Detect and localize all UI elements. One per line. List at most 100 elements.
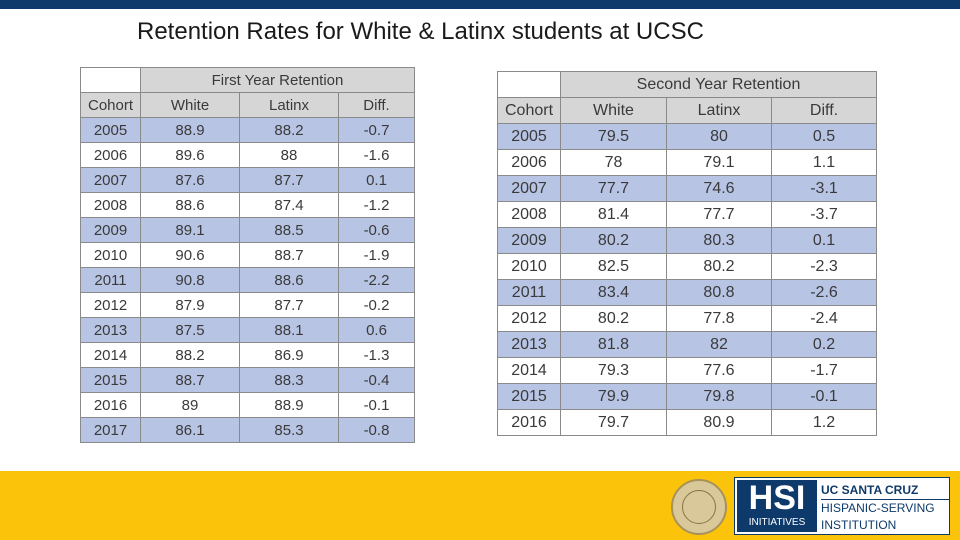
table-cell: 88.7 [140, 367, 240, 393]
top-accent-bar [0, 0, 960, 9]
table-cell: 2014 [80, 342, 141, 368]
table-cell: 88 [239, 142, 339, 168]
table-cell: 2014 [497, 357, 561, 384]
table-cell: 2010 [80, 242, 141, 268]
table-cell: 2006 [80, 142, 141, 168]
table-cell: -2.6 [770, 279, 878, 306]
table-row: 2011 83.4 80.8 -2.6 [497, 279, 878, 306]
table-cell: 88.7 [239, 242, 339, 268]
logo-line-1: UC SANTA CRUZ [821, 482, 949, 500]
table-row: 2015 88.7 88.3 -0.4 [80, 367, 415, 393]
table-row: 2016 89 88.9 -0.1 [80, 392, 415, 418]
table-cell: 2011 [497, 279, 561, 306]
table-row: 2007 77.7 74.6 -3.1 [497, 175, 878, 202]
table-cell: 82 [666, 331, 772, 358]
table-cell: 83.4 [560, 279, 667, 306]
table-cell: -3.1 [770, 175, 878, 202]
table-cell: -0.6 [338, 217, 415, 243]
table-cell: 0.1 [338, 167, 415, 193]
table-cell: 90.6 [140, 242, 240, 268]
table-cell: -1.6 [338, 142, 415, 168]
table-cell: 2012 [80, 292, 141, 318]
table-cell: 80.3 [666, 227, 772, 254]
table-cell: 2007 [80, 167, 141, 193]
table-title-row: First Year Retention [80, 67, 415, 93]
table-cell: 2011 [80, 267, 141, 293]
table-cell: 2013 [497, 331, 561, 358]
column-header: White [140, 92, 240, 118]
table-cell: 2006 [497, 149, 561, 176]
table-cell: 86.1 [140, 417, 240, 443]
table-cell: 82.5 [560, 253, 667, 280]
logo-line-2: HISPANIC-SERVING [821, 501, 935, 515]
table-cell: 86.9 [239, 342, 339, 368]
table-cell: 79.1 [666, 149, 772, 176]
column-header: Latinx [666, 97, 772, 124]
table-cell: 2012 [497, 305, 561, 332]
table-cell: 1.2 [770, 409, 878, 436]
table-cell: 87.7 [239, 167, 339, 193]
table-cell: 77.6 [666, 357, 772, 384]
table-row: 2006 78 79.1 1.1 [497, 149, 878, 176]
table-cell: 80.2 [666, 253, 772, 280]
table-row: 2012 87.9 87.7 -0.2 [80, 292, 415, 318]
table-cell: 2015 [497, 383, 561, 410]
table-title-row: Second Year Retention [497, 71, 878, 98]
table-row: 2006 89.6 88 -1.6 [80, 142, 415, 168]
table-cell: 81.8 [560, 331, 667, 358]
table-row: 2010 82.5 80.2 -2.3 [497, 253, 878, 280]
hsi-logo-text: HSI [748, 479, 806, 517]
table-cell: -0.7 [338, 117, 415, 143]
second-year-retention-table: Second Year Retention Cohort White Latinx Di… [497, 71, 878, 436]
table-cell: 2015 [80, 367, 141, 393]
table-cell: 88.9 [140, 117, 240, 143]
table-cell: 85.3 [239, 417, 339, 443]
page-title: Retention Rates for White & Latinx stude… [137, 18, 704, 45]
table-row: 2009 80.2 80.3 0.1 [497, 227, 878, 254]
column-header: White [560, 97, 667, 124]
logo-line-3: INSTITUTION [821, 518, 897, 532]
table-cell: 0.6 [338, 317, 415, 343]
column-header: Latinx [239, 92, 339, 118]
table-cell: 2008 [497, 201, 561, 228]
table-header-title: Second Year Retention [559, 71, 878, 98]
table-cell: 90.8 [140, 267, 240, 293]
table-cell: 80 [666, 123, 772, 150]
table-row: 2010 90.6 88.7 -1.9 [80, 242, 415, 268]
table-cell: 88.2 [140, 342, 240, 368]
table-cell: 87.6 [140, 167, 240, 193]
table-cell: 0.1 [770, 227, 878, 254]
table-cell: -0.2 [338, 292, 415, 318]
table-cell: 89 [140, 392, 240, 418]
table-cell: 2016 [80, 392, 141, 418]
table-cell: 88.1 [239, 317, 339, 343]
table-cell: 2008 [80, 192, 141, 218]
table-row: 2005 79.5 80 0.5 [497, 123, 878, 150]
table-cell: -0.8 [338, 417, 415, 443]
table-row: 2013 87.5 88.1 0.6 [80, 317, 415, 343]
table-cell: 2010 [497, 253, 561, 280]
table-cell: -2.4 [770, 305, 878, 332]
table-cell: 79.7 [560, 409, 667, 436]
table-cell: 88.9 [239, 392, 339, 418]
table-cell: 77.7 [560, 175, 667, 202]
table-cell: 80.8 [666, 279, 772, 306]
ucsc-seal-icon [671, 479, 727, 535]
table-cell: -3.7 [770, 201, 878, 228]
table-row: 2008 88.6 87.4 -1.2 [80, 192, 415, 218]
table-row: 2014 88.2 86.9 -1.3 [80, 342, 415, 368]
table-row: 2013 81.8 82 0.2 [497, 331, 878, 358]
header-blank-cell [80, 67, 141, 93]
table-cell: 0.5 [770, 123, 878, 150]
table-cell: -1.3 [338, 342, 415, 368]
table-cell: 2016 [497, 409, 561, 436]
table-header-title: First Year Retention [140, 67, 415, 93]
table-cell: -2.3 [770, 253, 878, 280]
table-row: 2009 89.1 88.5 -0.6 [80, 217, 415, 243]
hsi-initiatives-logo: HSI INITIATIVES UC SANTA CRUZ HISPANIC-S… [734, 477, 950, 535]
column-header: Cohort [497, 97, 561, 124]
table-cell: 77.8 [666, 305, 772, 332]
table-cell: 79.9 [560, 383, 667, 410]
table-cell: -0.4 [338, 367, 415, 393]
table-cell: -1.9 [338, 242, 415, 268]
